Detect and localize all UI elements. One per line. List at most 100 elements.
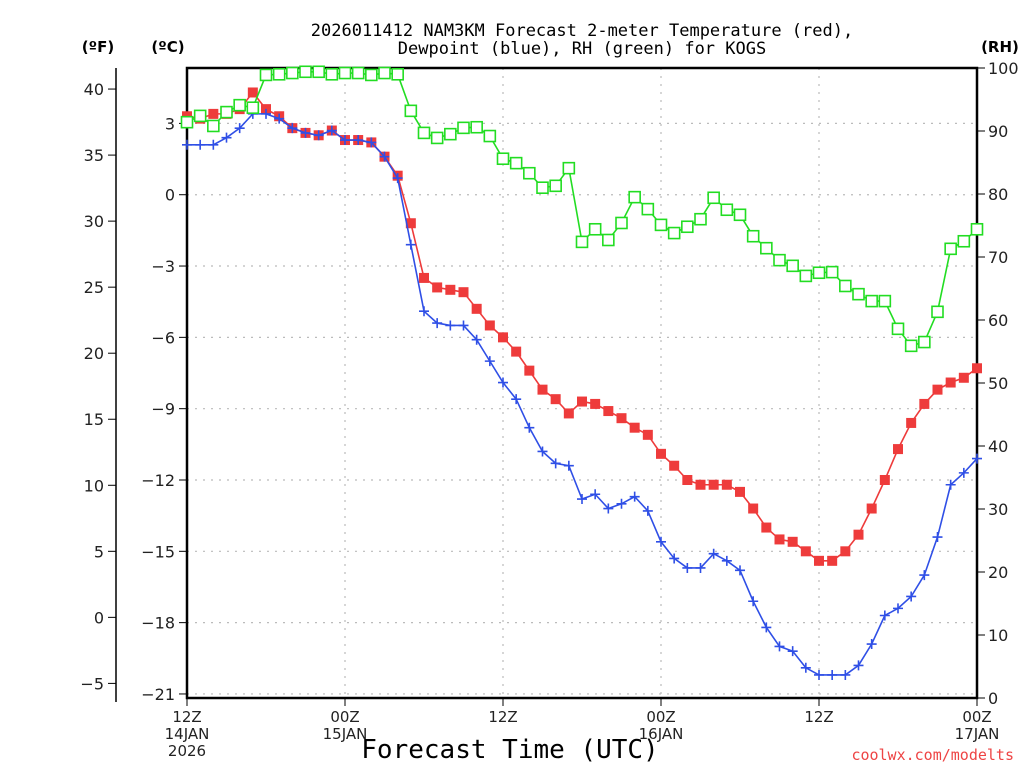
rh-point [786, 259, 799, 273]
fahrenheit-axis-label: (ºF) [82, 38, 114, 56]
rh-point [233, 98, 246, 112]
celsius-tick-label: −12 [141, 471, 175, 490]
dewpoint-point [669, 553, 680, 564]
dewpoint-point [221, 132, 232, 143]
rh-point [865, 294, 878, 308]
dewpoint-point [932, 532, 943, 543]
temperature-point [879, 474, 890, 485]
fahrenheit-tick-label: 5 [94, 542, 104, 561]
celsius-tick-label: −6 [151, 328, 175, 347]
x-tick-label: 00Z [962, 708, 991, 726]
dewpoint-point [550, 458, 561, 469]
temperature-point [656, 448, 666, 459]
temperature-point [642, 429, 653, 440]
x-tick-label: 17JAN [955, 725, 1000, 743]
x-tick-label: 12Z [488, 708, 517, 726]
celsius-axis-label: (ºC) [151, 38, 184, 56]
celsius-tick-label: −3 [151, 257, 175, 276]
dewpoint-point [866, 639, 877, 650]
x-tick-label: 14JAN [165, 725, 210, 743]
temperature-point [432, 282, 443, 293]
rh-point [760, 241, 773, 255]
dewpoint-point [590, 489, 601, 500]
rh-point [536, 181, 549, 194]
temperature-point [484, 320, 495, 331]
fahrenheit-tick-label: 40 [84, 80, 104, 99]
temperature-point [853, 529, 864, 540]
chart-title-line-2: Dewpoint (blue), RH (green) for KOGS [398, 39, 766, 59]
rh-point [417, 126, 431, 140]
rh-tick-label: 0 [988, 689, 998, 708]
temperature-point [919, 398, 930, 409]
temperature-point [774, 534, 785, 545]
rh-point [615, 216, 628, 230]
celsius-tick-label: 0 [165, 186, 175, 205]
rh-point [246, 101, 260, 114]
dewpoint-point [208, 139, 219, 150]
rh-point [312, 65, 325, 79]
rh-point [575, 235, 589, 249]
rh-tick-label: 90 [988, 122, 1008, 141]
dewpoint-point [958, 467, 969, 478]
dewpoint-point [945, 479, 956, 490]
rh-point [299, 65, 312, 79]
dewpoint-point [445, 320, 456, 331]
temperature-point [814, 555, 824, 566]
dewpoint-point [498, 377, 508, 388]
dewpoint-point [879, 610, 890, 621]
dewpoint-point [682, 562, 693, 573]
rh-point [272, 68, 286, 81]
dewpoint-point [827, 669, 838, 680]
series-line-temperature [186, 91, 978, 562]
dewpoint-point [919, 570, 930, 581]
rh-point [707, 191, 720, 205]
series-line-rh [186, 70, 978, 347]
dewpoint-point [616, 498, 627, 509]
temperature-point [800, 546, 811, 557]
rh-point [351, 66, 365, 80]
dewpoint-point [419, 306, 429, 317]
rh-point [891, 322, 905, 336]
x-tick-label: 12Z [804, 708, 833, 726]
rh-tick-label: 30 [988, 500, 1008, 519]
temperature-point [445, 284, 456, 295]
temperature-point [708, 479, 719, 490]
dewpoint-point [721, 555, 732, 566]
temperature-point [945, 377, 956, 388]
series-line-dewpoint [187, 113, 978, 676]
temperature-point [972, 363, 982, 374]
dewpoint-point [234, 123, 245, 134]
dewpoint-point [405, 239, 416, 250]
temperature-point [932, 384, 943, 395]
dewpoint-point [814, 669, 824, 680]
rh-point [839, 279, 852, 293]
dewpoint-point [340, 135, 350, 146]
rh-point [918, 335, 931, 349]
fahrenheit-tick-label: 0 [94, 608, 104, 627]
temperature-point [405, 218, 416, 229]
fahrenheit-tick-label: 25 [84, 278, 104, 297]
rh-point [193, 109, 207, 123]
rh-tick-label: 80 [988, 185, 1008, 204]
credit-link[interactable]: coolwx.com/modelts [851, 746, 1014, 764]
rh-point [654, 218, 668, 232]
dewpoint-point [392, 173, 403, 184]
rh-tick-label: 50 [988, 374, 1008, 393]
dewpoint-point [695, 562, 706, 573]
rh-point [391, 68, 404, 81]
temperature-point [682, 474, 693, 485]
rh-point [404, 104, 418, 118]
temperature-point [629, 422, 640, 433]
dewpoint-point [748, 596, 759, 607]
plot-frame [185, 66, 979, 700]
rh-point [286, 66, 299, 80]
rh-point [588, 222, 602, 236]
celsius-tick-label: −9 [151, 400, 175, 419]
rh-point [365, 68, 378, 82]
rh-point [641, 202, 655, 216]
dewpoint-point [484, 356, 495, 367]
rh-point [904, 339, 918, 353]
x-tick-label: 2026 [168, 742, 206, 760]
rh-point [944, 242, 957, 256]
dewpoint-point [537, 446, 548, 457]
